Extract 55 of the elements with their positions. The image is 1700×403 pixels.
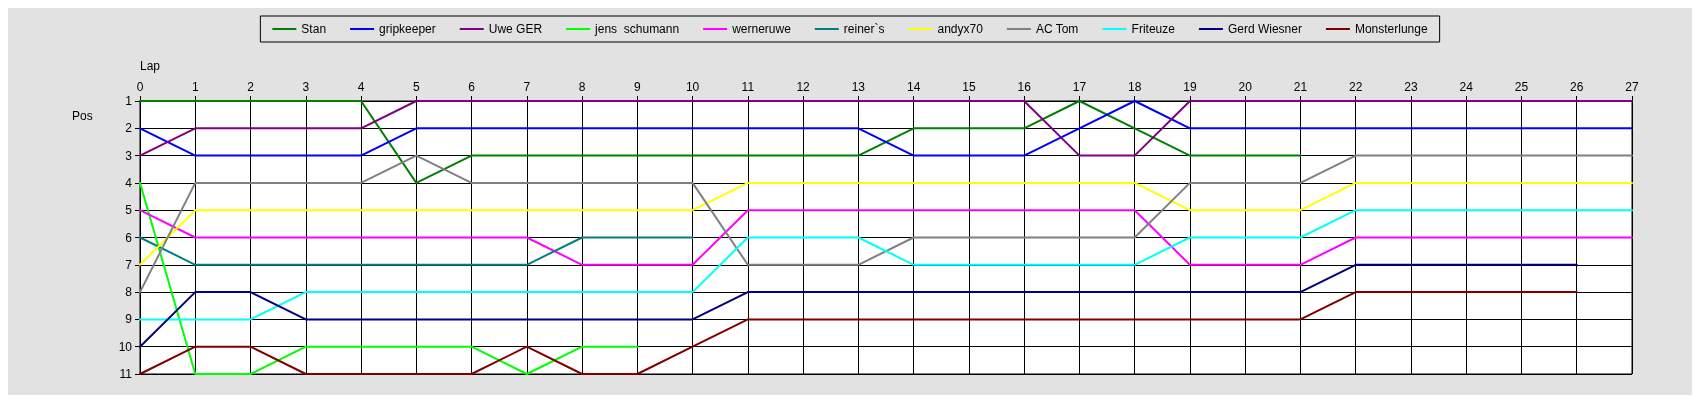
y-tick-label: 10 — [118, 339, 133, 354]
y-tick-label: 7 — [125, 257, 133, 272]
legend-label: Stan — [301, 22, 327, 36]
legend-label: gripkeeper — [379, 22, 436, 36]
x-tick-label: 5 — [412, 80, 420, 94]
x-tick-label: 2 — [247, 80, 255, 94]
x-tick-label: 13 — [851, 80, 866, 94]
y-tick-label: 1 — [125, 94, 133, 108]
x-tick-label: 25 — [1514, 80, 1529, 94]
x-tick-label: 15 — [962, 80, 976, 94]
x-tick-label: 24 — [1459, 80, 1474, 94]
x-tick-label: 3 — [302, 80, 310, 94]
x-tick-label: 7 — [523, 80, 531, 94]
y-tick-label: 3 — [125, 148, 133, 163]
y-tick-label: 8 — [125, 285, 133, 300]
legend-label: Monsterlunge — [1354, 22, 1428, 36]
x-tick-label: 20 — [1238, 80, 1253, 94]
legend-label: reiner`s — [843, 22, 885, 36]
y-tick-label: 6 — [125, 230, 133, 245]
x-tick-label: 16 — [1017, 80, 1032, 94]
x-tick-label: 17 — [1072, 80, 1087, 94]
line-series — [139, 263, 1578, 348]
x-tick-label: 6 — [468, 80, 476, 94]
x-tick-label: 1 — [191, 80, 199, 94]
y-tick-label: 9 — [125, 312, 133, 327]
x-tick-label: 23 — [1404, 80, 1418, 94]
legend-label: werneruwe — [731, 22, 792, 36]
x-tick-label: 8 — [578, 80, 586, 94]
x-tick-label: 4 — [357, 80, 365, 94]
x-tick-label: 9 — [633, 80, 641, 94]
line-series — [139, 100, 1302, 184]
x-tick-label: 26 — [1570, 80, 1584, 94]
legend-label: Friteuze — [1131, 22, 1176, 36]
x-tick-label: 11 — [741, 80, 755, 94]
line-series — [139, 291, 1578, 375]
y-tick-label: 5 — [125, 203, 133, 218]
legend-label: jens schumann — [594, 22, 680, 36]
x-tick-label: 19 — [1183, 80, 1197, 94]
x-axis-title: Lap — [140, 59, 161, 73]
y-tick-label: 11 — [119, 367, 133, 381]
x-tick-label: 27 — [1625, 80, 1639, 94]
x-tick-label: 0 — [136, 80, 144, 94]
legend-label: AC Tom — [1035, 22, 1079, 36]
legend-label: Uwe GER — [488, 22, 543, 36]
x-tick-label: 18 — [1127, 80, 1142, 94]
legend-label: Gerd Wiesner — [1227, 22, 1302, 36]
x-tick-label: 22 — [1349, 80, 1363, 94]
legend-label: andyx70 — [937, 22, 984, 36]
x-tick-label: 14 — [906, 80, 921, 94]
x-tick-label: 10 — [685, 80, 700, 94]
x-tick-label: 21 — [1293, 80, 1308, 94]
x-tick-label: 12 — [796, 80, 811, 94]
y-tick-label: 2 — [125, 121, 133, 136]
y-axis-title: Pos — [72, 109, 93, 123]
y-tick-label: 4 — [125, 175, 133, 190]
